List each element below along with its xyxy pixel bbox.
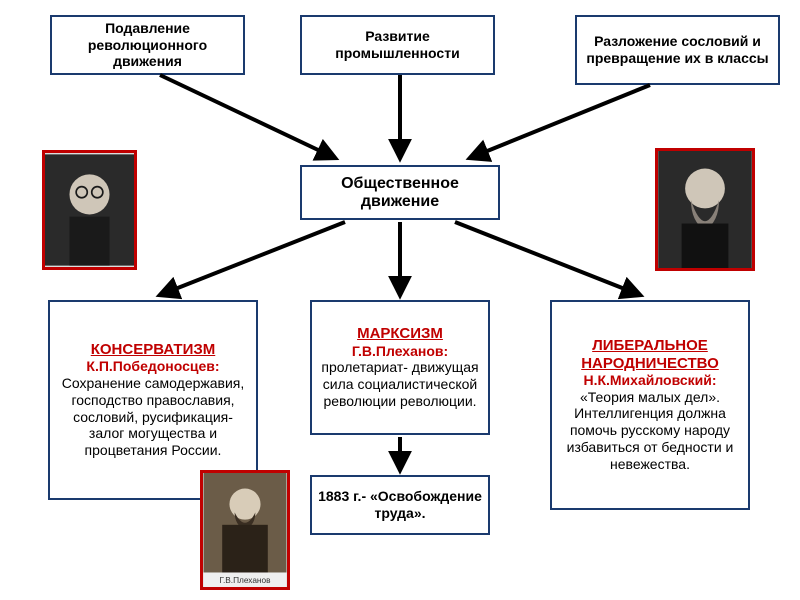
ideology-title: ЛИБЕРАЛЬНОЕ НАРОДНИЧЕСТВО: [560, 337, 740, 372]
top-box-suppression: Подавление революционного движения: [50, 15, 245, 75]
portrait-mikhailovsky: [655, 148, 755, 271]
top-box-estates: Разложение сословий и превращение их в к…: [575, 15, 780, 85]
ideology-liberal-narodnichestvo: ЛИБЕРАЛЬНОЕ НАРОДНИЧЕСТВО Н.К.Михайловск…: [550, 300, 750, 510]
arrow: [470, 85, 650, 158]
top-box-text: Разложение сословий и превращение их в к…: [583, 33, 772, 67]
arrow: [160, 75, 335, 158]
arrow: [455, 222, 640, 295]
person-icon: [658, 151, 752, 268]
osvobozhdenie-text: 1883 г.- «Освобождение труда».: [318, 488, 482, 522]
ideology-person: Г.В.Плеханов:: [352, 343, 448, 360]
portrait-pobedonostsev: [42, 150, 137, 270]
svg-text:Г.В.Плеханов: Г.В.Плеханов: [219, 575, 271, 585]
ideology-title: МАРКСИЗМ: [357, 325, 443, 342]
top-box-text: Подавление революционного движения: [58, 20, 237, 70]
person-icon: Г.В.Плеханов: [203, 473, 287, 587]
ideology-marxism: МАРКСИЗМ Г.В.Плеханов: пролетариат- движ…: [310, 300, 490, 435]
top-box-industry: Развитие промышленности: [300, 15, 495, 75]
ideology-title: КОНСЕРВАТИЗМ: [91, 341, 216, 358]
ideology-desc: пролетариат- движущая сила социалистичес…: [320, 359, 480, 409]
center-node: Общественное движение: [300, 165, 500, 220]
ideology-desc: Сохранение самодержавия, господство прав…: [58, 375, 248, 459]
person-icon: [45, 153, 134, 267]
arrow: [160, 222, 345, 295]
ideology-person: К.П.Победоносцев:: [86, 358, 219, 375]
top-box-text: Развитие промышленности: [308, 28, 487, 62]
osvobozhdenie-box: 1883 г.- «Освобождение труда».: [310, 475, 490, 535]
portrait-plekhanov: Г.В.Плеханов: [200, 470, 290, 590]
center-text: Общественное движение: [308, 175, 492, 211]
ideology-desc: «Теория малых дел». Интеллигенция должна…: [560, 389, 740, 473]
ideology-person: Н.К.Михайловский:: [583, 372, 716, 389]
